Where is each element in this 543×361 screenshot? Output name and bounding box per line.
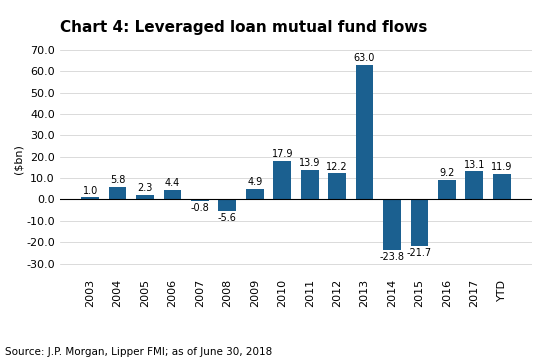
Bar [356, 65, 374, 200]
Bar [246, 189, 264, 200]
Text: -23.8: -23.8 [380, 252, 405, 262]
Text: 2.3: 2.3 [137, 183, 153, 193]
Text: 11.9: 11.9 [491, 162, 513, 172]
Text: 12.2: 12.2 [326, 162, 348, 172]
Text: 4.9: 4.9 [247, 177, 262, 187]
Bar [328, 173, 346, 200]
Text: Chart 4: Leveraged loan mutual fund flows: Chart 4: Leveraged loan mutual fund flow… [60, 20, 427, 35]
Text: -0.8: -0.8 [191, 203, 209, 213]
Bar [438, 180, 456, 200]
Bar [273, 161, 291, 200]
Bar [136, 195, 154, 200]
Bar [109, 187, 127, 200]
Bar [301, 170, 319, 200]
Bar [493, 174, 510, 200]
Text: 17.9: 17.9 [272, 149, 293, 160]
Text: 1.0: 1.0 [83, 186, 98, 196]
Text: -5.6: -5.6 [218, 213, 237, 223]
Text: 13.9: 13.9 [299, 158, 320, 168]
Text: Source: J.P. Morgan, Lipper FMI; as of June 30, 2018: Source: J.P. Morgan, Lipper FMI; as of J… [5, 347, 273, 357]
Text: 9.2: 9.2 [439, 168, 454, 178]
Text: 13.1: 13.1 [464, 160, 485, 170]
Y-axis label: ($bn): ($bn) [14, 144, 23, 174]
Text: -21.7: -21.7 [407, 248, 432, 258]
Bar [191, 200, 209, 201]
Bar [218, 200, 236, 212]
Bar [81, 197, 99, 200]
Text: 4.4: 4.4 [165, 178, 180, 188]
Text: 63.0: 63.0 [354, 53, 375, 63]
Bar [163, 190, 181, 200]
Bar [411, 200, 428, 246]
Bar [383, 200, 401, 251]
Bar [465, 171, 483, 200]
Text: 5.8: 5.8 [110, 175, 125, 185]
